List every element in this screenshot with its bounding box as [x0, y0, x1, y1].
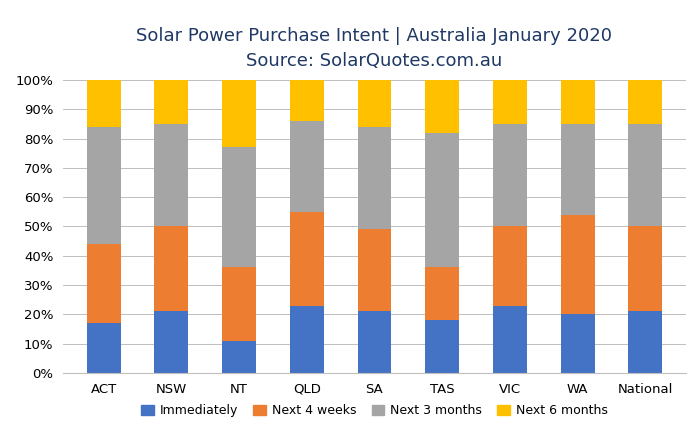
Bar: [290, 305, 323, 373]
Bar: [426, 320, 459, 373]
Bar: [155, 226, 188, 311]
Bar: [629, 80, 662, 124]
Bar: [561, 314, 594, 373]
Bar: [426, 80, 459, 133]
Bar: [426, 267, 459, 320]
Bar: [222, 80, 256, 147]
Bar: [493, 80, 527, 124]
Bar: [629, 311, 662, 373]
Bar: [290, 121, 323, 212]
Bar: [493, 305, 527, 373]
Legend: Immediately, Next 4 weeks, Next 3 months, Next 6 months: Immediately, Next 4 weeks, Next 3 months…: [136, 400, 612, 422]
Bar: [493, 124, 527, 226]
Bar: [561, 124, 594, 215]
Bar: [561, 215, 594, 314]
Bar: [155, 311, 188, 373]
Bar: [87, 127, 120, 244]
Bar: [426, 133, 459, 267]
Bar: [155, 124, 188, 226]
Bar: [629, 124, 662, 226]
Bar: [629, 226, 662, 311]
Bar: [493, 226, 527, 305]
Bar: [358, 311, 391, 373]
Bar: [290, 80, 323, 121]
Bar: [87, 244, 120, 323]
Bar: [222, 147, 256, 267]
Bar: [222, 267, 256, 341]
Bar: [87, 323, 120, 373]
Bar: [87, 80, 120, 127]
Title: Solar Power Purchase Intent | Australia January 2020
Source: SolarQuotes.com.au: Solar Power Purchase Intent | Australia …: [136, 27, 612, 70]
Bar: [222, 341, 256, 373]
Bar: [358, 80, 391, 127]
Bar: [155, 80, 188, 124]
Bar: [358, 230, 391, 311]
Bar: [358, 127, 391, 230]
Bar: [290, 212, 323, 305]
Bar: [561, 80, 594, 124]
